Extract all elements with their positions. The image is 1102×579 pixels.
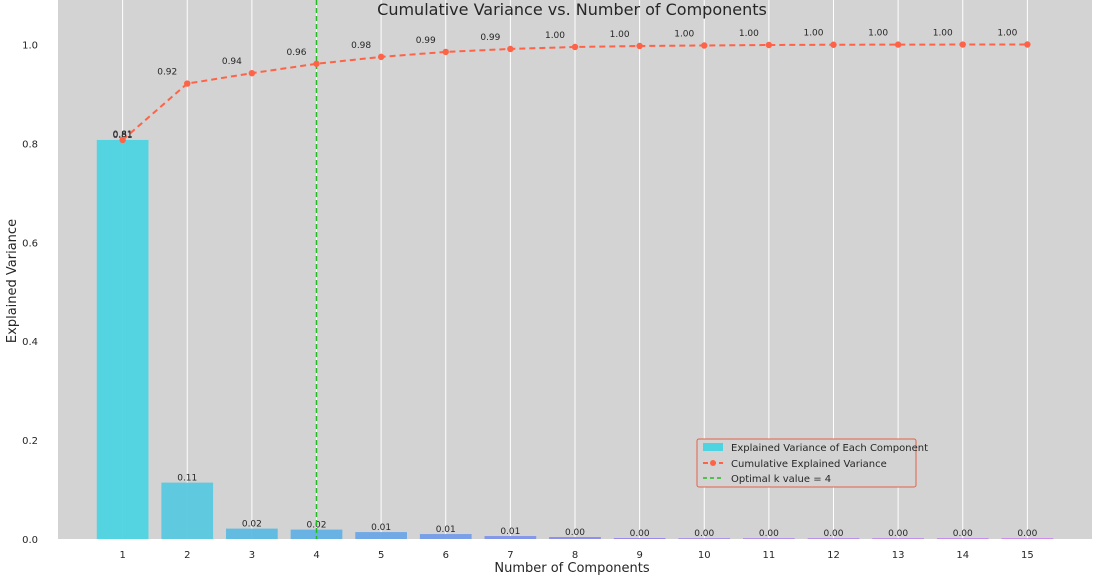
- x-tick-label-4: 4: [313, 550, 319, 561]
- x-tick-label-12: 12: [827, 550, 840, 561]
- bar-label-11: 0.00: [759, 529, 779, 539]
- bar-9: [613, 538, 666, 539]
- bar-8: [549, 537, 601, 539]
- bar-7: [484, 536, 537, 539]
- bar-4: [290, 529, 343, 539]
- cumulative-point-6: [442, 48, 449, 56]
- cumulative-label-10: 1.00: [674, 29, 694, 39]
- bar-label-8: 0.00: [565, 528, 585, 538]
- cumulative-label-1: 0.81: [113, 130, 133, 140]
- cumulative-label-15: 1.00: [997, 29, 1017, 39]
- legend: Explained Variance of Each Component Cum…: [696, 438, 928, 488]
- cumulative-label-9: 1.00: [610, 30, 630, 40]
- bar-3: [226, 528, 278, 539]
- cumulative-point-5: [377, 53, 385, 61]
- legend-vline-label: Optimal k value = 4: [731, 474, 831, 485]
- cumulative-point-15: [1024, 41, 1031, 48]
- y-tick-label-2: 0.4: [22, 337, 38, 348]
- y-tick-label-3: 0.6: [22, 238, 38, 249]
- cumulative-label-6: 0.99: [416, 36, 436, 46]
- x-tick-label-5: 5: [378, 550, 384, 561]
- x-tick-label-13: 13: [892, 550, 905, 561]
- y-tick-label-4: 0.8: [22, 139, 38, 150]
- bar-2: [161, 482, 214, 539]
- legend-line-label: Cumulative Explained Variance: [731, 459, 887, 470]
- y-tick-label-1: 0.2: [22, 436, 38, 447]
- bar-series: [96, 139, 1054, 539]
- cumulative-point-8: [571, 43, 579, 51]
- cumulative-point-3: [248, 69, 256, 77]
- x-tick-label-7: 7: [507, 550, 513, 561]
- bar-label-12: 0.00: [823, 529, 843, 539]
- cumulative-point-10: [701, 42, 708, 49]
- x-tick-label-6: 6: [443, 550, 449, 561]
- bar-11: [743, 538, 795, 539]
- x-tick-label-11: 11: [763, 550, 776, 561]
- cumulative-label-8: 1.00: [545, 31, 565, 41]
- cumulative-label-14: 1.00: [933, 29, 953, 39]
- bar-1: [96, 139, 149, 539]
- cumulative-point-14: [959, 41, 966, 48]
- bar-label-6: 0.01: [436, 525, 456, 535]
- cumulative-data-labels: 0.81 0.92 0.94 0.96 0.98 0.99 0.99 1.00 1.00 1.00…: [113, 29, 1018, 140]
- x-tick-label-2: 2: [184, 550, 190, 561]
- x-tick-label-15: 15: [1021, 550, 1034, 561]
- x-axis-label: Number of Components: [494, 561, 649, 575]
- legend-bar-label: Explained Variance of Each Component: [731, 443, 928, 454]
- legend-line-marker: [710, 460, 716, 466]
- cumulative-label-11: 1.00: [739, 29, 759, 39]
- cumulative-point-13: [894, 41, 902, 48]
- bar-label-14: 0.00: [953, 529, 973, 539]
- x-tick-label-14: 14: [956, 550, 969, 561]
- cumulative-point-1: [119, 136, 126, 144]
- bar-label-7: 0.01: [500, 527, 520, 537]
- bar-12: [807, 538, 860, 539]
- cumulative-point-7: [507, 45, 514, 53]
- cumulative-point-12: [830, 41, 837, 48]
- y-tick-label-0: 0.0: [22, 535, 38, 546]
- cumulative-point-4: [313, 60, 320, 67]
- bar-label-15: 0.00: [1017, 529, 1037, 539]
- cumulative-point-9: [636, 42, 643, 50]
- cumulative-point-11: [765, 41, 773, 49]
- cumulative-label-2: 0.92: [157, 68, 177, 78]
- bar-10: [678, 538, 731, 539]
- y-axis-label: Explained Variance: [5, 219, 20, 343]
- x-tick-label-9: 9: [636, 550, 642, 561]
- bar-data-labels: 0.81 0.11 0.02 0.02 0.01 0.01 0.01 0.00 0.00 0.00…: [113, 131, 1038, 539]
- x-tick-label-10: 10: [698, 550, 711, 561]
- bar-13: [872, 538, 924, 539]
- x-tick-label-8: 8: [572, 550, 578, 561]
- bar-5: [355, 532, 407, 539]
- cumulative-label-5: 0.98: [351, 41, 371, 51]
- bar-label-2: 0.11: [177, 474, 197, 484]
- chart-title: Cumulative Variance vs. Number of Compon…: [377, 0, 767, 19]
- bar-15: [1001, 538, 1054, 539]
- cumulative-label-12: 1.00: [803, 29, 823, 39]
- cumulative-label-13: 1.00: [868, 29, 888, 39]
- bar-label-3: 0.02: [242, 520, 262, 530]
- legend-bar-swatch: [703, 443, 723, 451]
- cumulative-label-3: 0.94: [222, 57, 242, 67]
- y-tick-label-5: 1.0: [22, 41, 38, 52]
- cumulative-label-7: 0.99: [480, 33, 500, 43]
- bar-label-1: 0.81: [113, 131, 133, 141]
- y-axis-ticks: 0.0 0.2 0.4 0.6 0.8 1.0: [22, 41, 38, 547]
- bar-label-5: 0.01: [371, 523, 391, 533]
- legend-box: [696, 438, 917, 488]
- bar-label-9: 0.00: [630, 529, 650, 539]
- x-tick-label-1: 1: [119, 550, 125, 561]
- bar-label-4: 0.02: [306, 521, 326, 531]
- bar-6: [419, 534, 472, 539]
- bar-label-10: 0.00: [694, 529, 714, 539]
- cumulative-point-2: [184, 80, 191, 87]
- x-axis-ticks: 1 2 3 4 5 6 7 8 9 10 11 12 13 14 15: [119, 550, 1033, 561]
- cumulative-label-4: 0.96: [286, 48, 306, 58]
- cumulative-series: [119, 41, 1031, 144]
- bar-14: [936, 538, 989, 539]
- bar-label-13: 0.00: [888, 529, 908, 539]
- x-tick-label-3: 3: [249, 550, 255, 561]
